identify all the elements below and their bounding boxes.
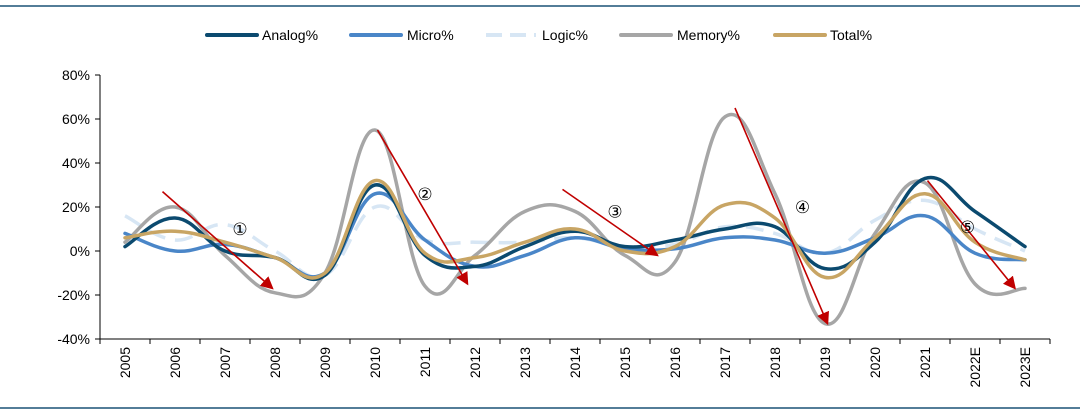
x-tick-label: 2021 <box>917 347 933 378</box>
x-tick-label: 2017 <box>717 347 733 378</box>
x-tick-label: 2005 <box>117 347 133 378</box>
annotation-arrow <box>562 188 659 257</box>
annotation-arrow <box>376 129 469 286</box>
legend-label: Analog% <box>262 27 318 43</box>
series-line-total <box>123 178 1027 280</box>
legend-label: Total% <box>830 27 872 43</box>
y-axis: -40% -20% 0% 20% 40% 60% 80% <box>57 67 101 347</box>
x-tick-label: 2018 <box>767 347 783 378</box>
x-tick-label: 2022E <box>967 347 983 387</box>
annotation-label: ⑤ <box>960 218 975 237</box>
annotation-arrow <box>926 180 1017 290</box>
legend-item-micro: Micro% <box>349 27 454 43</box>
series-line-memory <box>123 112 1027 326</box>
annotation-layer: ① ② ③ ④ ⑤ <box>161 107 1017 326</box>
x-tick-label: 2019 <box>817 347 833 378</box>
x-tick-label: 2013 <box>517 347 533 378</box>
x-tick-label: 2020 <box>867 347 883 378</box>
x-tick-label: 2016 <box>667 347 683 378</box>
x-tick-label: 2006 <box>167 347 183 378</box>
legend-label: Memory% <box>677 27 740 43</box>
legend-item-analog: Analog% <box>205 27 318 43</box>
y-tick-label: 40% <box>62 155 90 171</box>
x-tick-label: 2010 <box>367 347 383 378</box>
legend-item-total: Total% <box>773 27 872 43</box>
y-tick-label: 80% <box>62 67 90 83</box>
annotation-label: ② <box>417 185 432 204</box>
x-tick-label: 2015 <box>617 347 633 378</box>
series-line-micro <box>123 191 1027 279</box>
legend-label: Micro% <box>407 27 454 43</box>
x-tick-label: 2014 <box>567 347 583 378</box>
annotation-arrow <box>161 190 274 290</box>
x-tick-label: 2007 <box>217 347 233 378</box>
y-tick-label: 20% <box>62 199 90 215</box>
legend-label: Logic% <box>542 27 588 43</box>
x-tick-label: 2023E <box>1017 347 1033 387</box>
series-layer <box>123 112 1027 326</box>
x-axis: 2005 2006 2007 2008 2009 2010 2011 2012 2013 2014… <box>99 338 1051 387</box>
y-tick-label: 0% <box>70 243 90 259</box>
legend-item-logic: Logic% <box>486 27 588 43</box>
annotation-arrow <box>734 107 829 326</box>
y-tick-label: -20% <box>57 287 90 303</box>
x-tick-label: 2009 <box>317 347 333 378</box>
x-tick-label: 2008 <box>267 347 283 378</box>
chart-legend: Analog% Micro% Logic% Memory% Total% <box>205 27 872 43</box>
x-tick-label: 2011 <box>417 347 433 377</box>
y-tick-label: 60% <box>62 111 90 127</box>
annotation-label: ③ <box>607 202 622 221</box>
annotation-label: ① <box>232 220 247 239</box>
y-tick-label: -40% <box>57 331 90 347</box>
x-tick-label: 2012 <box>467 347 483 378</box>
annotation-label: ④ <box>795 198 810 217</box>
legend-item-memory: Memory% <box>619 27 740 43</box>
